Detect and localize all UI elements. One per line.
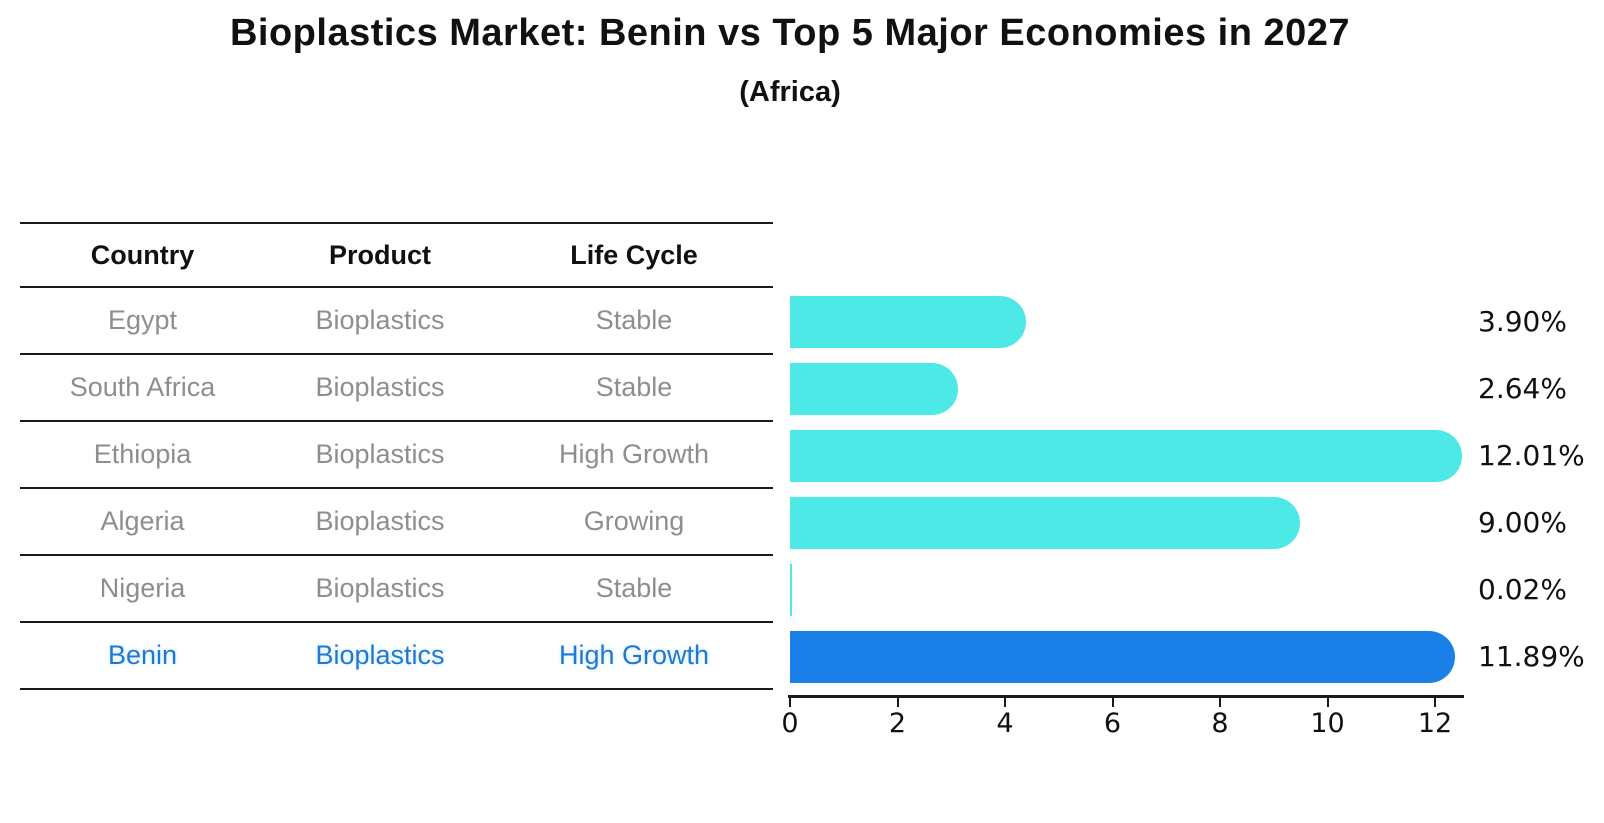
x-tick-mark-12 <box>1434 698 1436 707</box>
x-tick-mark-4 <box>1004 698 1006 707</box>
value-label-egypt: 3.90% <box>1478 305 1567 338</box>
table-row-ethiopia: Ethiopia Bioplastics High Growth <box>20 422 773 489</box>
x-tick-mark-6 <box>1111 698 1114 707</box>
bar-egypt <box>790 296 1026 348</box>
x-tick-label-10: 10 <box>1310 708 1345 739</box>
table-row-nigeria: Nigeria Bioplastics Stable <box>20 556 773 623</box>
x-axis-line <box>788 695 1464 698</box>
life-cycle-cell: High Growth <box>558 640 710 670</box>
x-tick-mark-10 <box>1326 698 1329 707</box>
life-cycle-cell: Stable <box>595 372 673 402</box>
product-cell: Bioplastics <box>315 305 445 335</box>
table-row-algeria: Algeria Bioplastics Growing <box>20 489 773 556</box>
x-tick-mark-0 <box>789 698 791 707</box>
x-tick-label-4: 4 <box>996 708 1014 739</box>
table-row-benin: Benin Bioplastics High Growth <box>20 623 773 690</box>
product-cell: Bioplastics <box>315 573 445 603</box>
life-cycle-cell: Stable <box>595 573 673 603</box>
x-tick-mark-2 <box>896 698 899 707</box>
column-header-product: Product <box>328 239 431 270</box>
value-label-ethiopia: 12.01% <box>1478 439 1585 472</box>
x-axis-ticks: 0 2 4 6 8 10 12 <box>781 698 1466 748</box>
x-tick-label-0: 0 <box>781 708 799 739</box>
country-cell: Egypt <box>107 305 178 335</box>
product-cell: Bioplastics <box>315 506 445 536</box>
product-cell: Bioplastics <box>315 439 445 469</box>
product-cell: Bioplastics <box>315 640 445 670</box>
x-tick-label-6: 6 <box>1103 708 1122 739</box>
bar-nigeria <box>790 564 792 616</box>
chart-title: Bioplastics Market: Benin vs Top 5 Major… <box>229 12 1351 54</box>
life-cycle-cell: Growing <box>583 506 685 536</box>
country-cell: Benin <box>107 640 178 670</box>
bar-benin <box>790 631 1456 683</box>
life-cycle-cell: High Growth <box>558 439 710 469</box>
bar-ethiopia <box>790 430 1462 482</box>
bar-algeria <box>790 497 1300 549</box>
product-cell: Bioplastics <box>315 372 445 402</box>
x-tick-label-12: 12 <box>1417 708 1453 739</box>
table-body: Egypt Bioplastics Stable South Africa Biopla… <box>20 288 773 690</box>
table-header-row: Country Product Life Cycle <box>20 222 773 288</box>
chart-subtitle: (Africa) <box>739 76 841 108</box>
life-cycle-cell: Stable <box>595 305 673 335</box>
country-cell: Nigeria <box>99 573 186 603</box>
table-row-egypt: Egypt Bioplastics Stable <box>20 288 773 355</box>
country-cell: Ethiopia <box>93 439 192 469</box>
column-header-country: Country <box>90 239 195 270</box>
column-header-life-cycle: Life Cycle <box>570 239 698 270</box>
value-label-south-africa: 2.64% <box>1478 372 1567 405</box>
country-table: Country Product Life Cycle Egypt Bioplast… <box>20 222 773 690</box>
x-tick-label-2: 2 <box>888 708 907 739</box>
country-cell: South Africa <box>69 372 216 402</box>
x-tick-label-8: 8 <box>1211 708 1229 739</box>
bar-chart-area <box>790 288 1470 690</box>
value-label-algeria: 9.00% <box>1478 506 1567 539</box>
bar-south-africa <box>790 363 958 415</box>
value-label-benin: 11.89% <box>1478 640 1585 673</box>
value-label-nigeria: 0.02% <box>1478 573 1567 606</box>
country-cell: Algeria <box>100 506 185 536</box>
table-row-south-africa: South Africa Bioplastics Stable <box>20 355 773 422</box>
x-tick-mark-8 <box>1219 698 1221 707</box>
